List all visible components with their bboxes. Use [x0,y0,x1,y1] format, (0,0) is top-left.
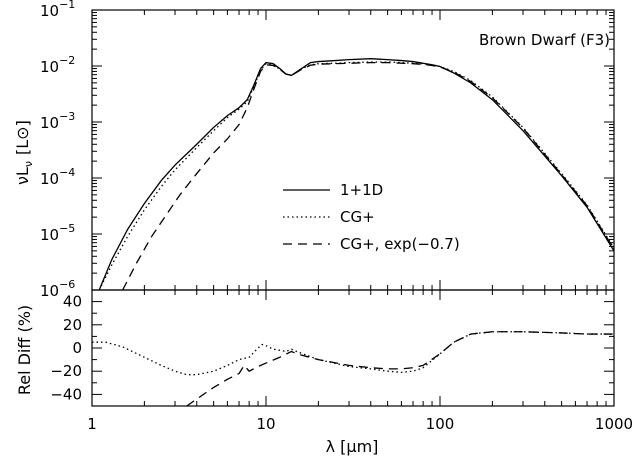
residual-plot-frame [92,290,614,406]
legend-label-1-1d: 1+1D [340,181,383,199]
x-axis-label: λ [μm] [326,437,379,456]
sed-curves [99,59,614,290]
residual-y-tick-labels: 40 20 0 −20 −40 [50,293,82,404]
residual-series-dashed [187,332,614,406]
residual-y-axis-label: Rel Diff (%) [15,305,34,395]
residual-panel: 40 20 0 −20 −40 1 10 100 1000 Rel Diff (%) λ [μ… [15,290,633,456]
y-tick-label: 10−5 [40,222,75,244]
sed-y-tick-labels: 10−610−510−410−310−210−1 [40,0,75,300]
x-tick-label: 1000 [595,415,633,433]
y-axis-label-sub: ν [22,161,35,167]
y-tick-label: 10−4 [40,166,75,188]
legend-label-cg: CG+ [340,208,375,226]
panel-annotation: Brown Dwarf (F3) [479,31,610,49]
sed-series-dotted [99,62,614,290]
figure: 10−610−510−410−310−210−1 Brown Dwarf (F3… [0,0,636,464]
y-axis-label-units: [L⊙] [13,120,32,155]
y-tick-label: 0 [72,339,82,357]
y-tick-label: 40 [63,293,82,311]
sed-series-dashed [123,63,614,290]
sed-y-axis-label: νLν [L⊙] [13,120,35,185]
y-tick-label: 10−3 [40,110,75,132]
y-tick-label: −40 [50,385,82,403]
residual-ticks [92,290,614,406]
residual-series-dotted [92,332,614,375]
x-tick-labels: 1 10 100 1000 [87,415,633,433]
residual-curves [92,332,614,406]
legend-label-cg-exp: CG+, exp(−0.7) [340,235,460,253]
x-tick-label: 10 [256,415,275,433]
y-tick-label: 10−2 [40,54,75,76]
x-tick-label: 1 [87,415,97,433]
svg-text:νLν[L⊙]: νLν [L⊙] [13,120,35,185]
y-tick-label: −20 [50,362,82,380]
sed-panel: 10−610−510−410−310−210−1 Brown Dwarf (F3… [13,0,614,300]
y-tick-label: 20 [63,316,82,334]
legend: 1+1D CG+ CG+, exp(−0.7) [283,181,460,253]
y-axis-label-main: νL [13,167,32,185]
sed-series-solid [99,59,614,290]
x-tick-label: 100 [426,415,455,433]
y-tick-label: 10−1 [40,0,75,20]
